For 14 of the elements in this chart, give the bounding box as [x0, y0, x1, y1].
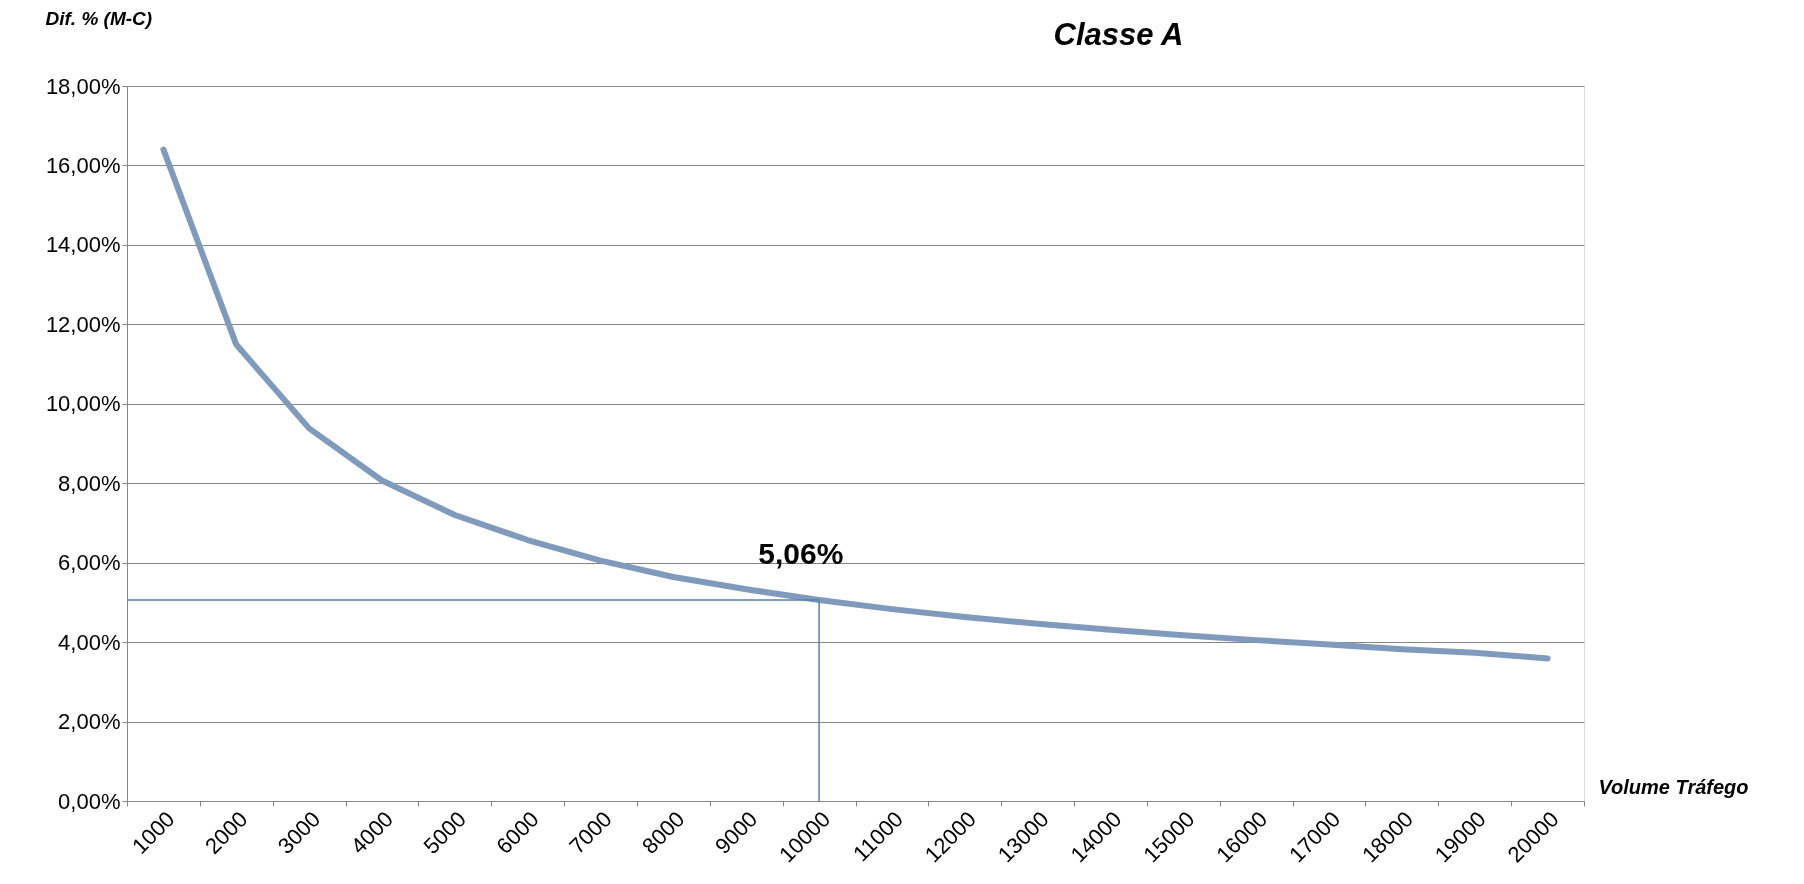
- y-tick-label: 16,00%: [45, 152, 121, 178]
- y-tick-label: 14,00%: [45, 232, 121, 258]
- y-tick-label: 12,00%: [45, 311, 121, 337]
- y-tick-label: 8,00%: [58, 470, 121, 496]
- y-tick-label: 10,00%: [45, 391, 121, 417]
- y-tick-label: 6,00%: [58, 550, 121, 576]
- y-tick-label: 0,00%: [58, 788, 121, 814]
- x-axis-title: Volume Tráfego: [1598, 775, 1749, 798]
- annotation: 5,06%: [758, 537, 844, 571]
- y-tick-label: 2,00%: [58, 709, 121, 735]
- y-tick-label: 18,00%: [45, 73, 121, 99]
- y-tick-label: 4,00%: [58, 629, 121, 655]
- y-axis-title: Dif. % (M-C): [45, 7, 153, 29]
- chart-title: Classe A: [1053, 17, 1184, 52]
